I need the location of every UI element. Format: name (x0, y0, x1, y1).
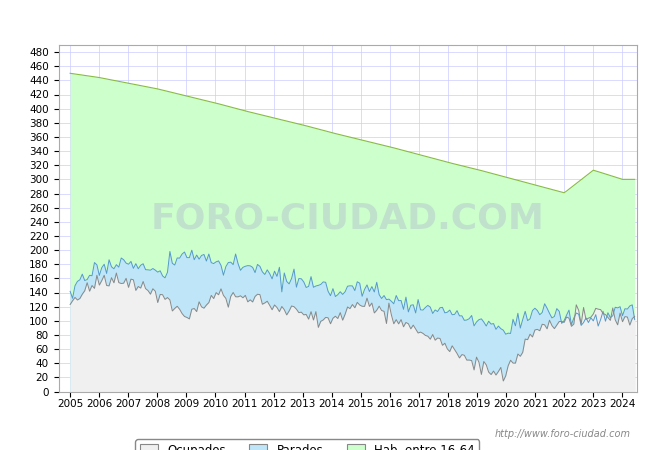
Text: http://www.foro-ciudad.com: http://www.foro-ciudad.com (495, 429, 630, 439)
Legend: Ocupados, Parados, Hab. entre 16-64: Ocupados, Parados, Hab. entre 16-64 (135, 439, 479, 450)
Text: FORO-CIUDAD.COM: FORO-CIUDAD.COM (151, 201, 545, 235)
Text: Sotoserrano - Evolucion de la poblacion en edad de Trabajar Mayo de 2024: Sotoserrano - Evolucion de la poblacion … (44, 14, 606, 27)
